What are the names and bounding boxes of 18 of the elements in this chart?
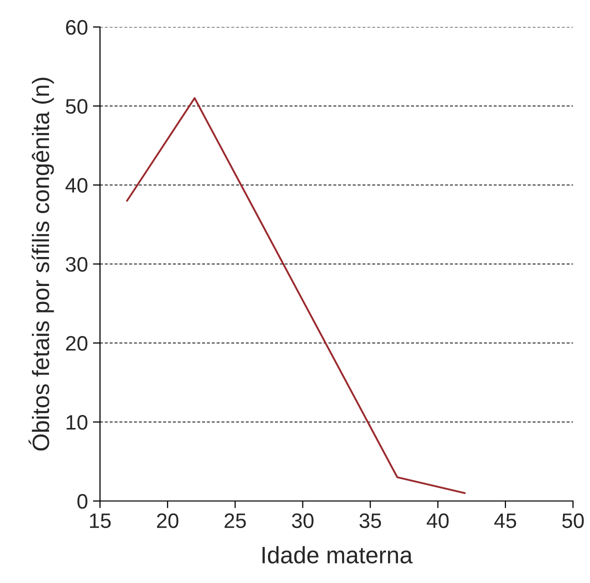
y-tick-label: 30 (66, 257, 88, 272)
x-tick-label: 15 (90, 514, 111, 528)
x-axis-title: Idade materna (262, 546, 413, 564)
x-tick-label: 30 (292, 513, 314, 528)
y-tick-label: 50 (66, 99, 88, 114)
y-tick-label: 10 (66, 415, 88, 430)
x-tick-label: 45 (494, 514, 516, 528)
y-tick-label: 60 (66, 20, 88, 35)
y-tick-label: 0 (77, 494, 88, 509)
x-tick-label: 25 (224, 513, 246, 528)
y-tick-label: 40 (66, 178, 88, 193)
y-axis-title: Óbitos fetais por sífilis congênita (n) (28, 78, 54, 451)
x-tick-label: 20 (157, 513, 178, 528)
y-tick-label: 20 (66, 336, 88, 351)
line-series (126, 97, 466, 494)
x-tick-label: 35 (359, 513, 381, 528)
x-tick-label: 50 (562, 513, 584, 528)
x-tick-label: 40 (426, 513, 449, 528)
